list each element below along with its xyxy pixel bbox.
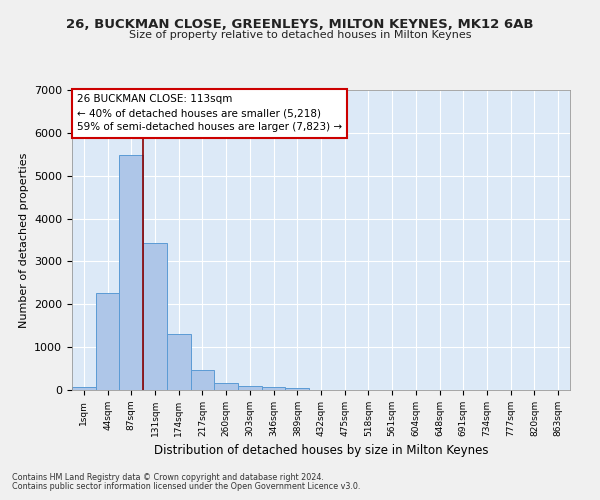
Bar bbox=[262, 387, 286, 390]
Y-axis label: Number of detached properties: Number of detached properties bbox=[19, 152, 29, 328]
Bar bbox=[214, 384, 238, 390]
Bar bbox=[143, 244, 167, 390]
Bar bbox=[119, 155, 143, 390]
Bar bbox=[191, 370, 214, 390]
Text: 26 BUCKMAN CLOSE: 113sqm
← 40% of detached houses are smaller (5,218)
59% of sem: 26 BUCKMAN CLOSE: 113sqm ← 40% of detach… bbox=[77, 94, 342, 132]
Text: Size of property relative to detached houses in Milton Keynes: Size of property relative to detached ho… bbox=[129, 30, 471, 40]
Text: Contains public sector information licensed under the Open Government Licence v3: Contains public sector information licen… bbox=[12, 482, 361, 491]
Text: 26, BUCKMAN CLOSE, GREENLEYS, MILTON KEYNES, MK12 6AB: 26, BUCKMAN CLOSE, GREENLEYS, MILTON KEY… bbox=[66, 18, 534, 30]
X-axis label: Distribution of detached houses by size in Milton Keynes: Distribution of detached houses by size … bbox=[154, 444, 488, 458]
Bar bbox=[96, 292, 119, 390]
Bar bbox=[238, 386, 262, 390]
Bar bbox=[286, 388, 309, 390]
Text: Contains HM Land Registry data © Crown copyright and database right 2024.: Contains HM Land Registry data © Crown c… bbox=[12, 473, 324, 482]
Bar bbox=[72, 387, 96, 390]
Bar bbox=[167, 334, 191, 390]
